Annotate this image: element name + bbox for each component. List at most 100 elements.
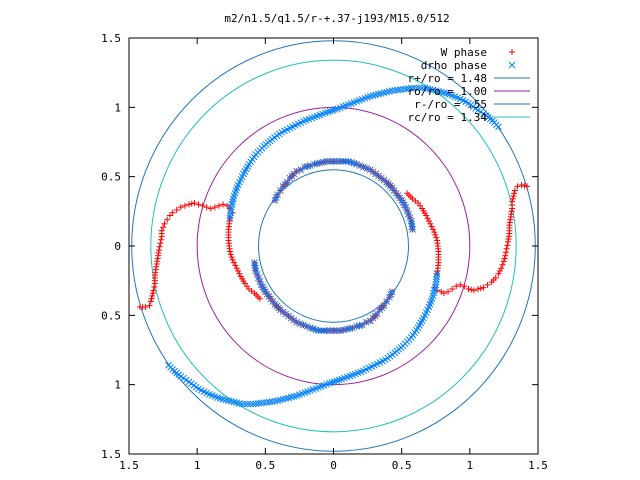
point — [271, 196, 279, 204]
point — [230, 259, 237, 266]
point — [461, 283, 468, 290]
point — [484, 281, 491, 288]
point — [228, 254, 235, 261]
point — [329, 107, 337, 114]
point — [255, 400, 262, 407]
point — [158, 227, 165, 234]
point — [235, 267, 242, 274]
point — [511, 187, 518, 194]
point — [324, 108, 332, 116]
point — [440, 290, 447, 297]
point — [434, 287, 441, 294]
point — [203, 204, 210, 211]
point — [407, 217, 415, 225]
point — [362, 318, 370, 326]
point — [409, 226, 416, 233]
point — [508, 61, 516, 69]
point — [380, 302, 388, 309]
y-tick-label: 1 — [114, 379, 121, 392]
point — [253, 271, 261, 278]
point — [271, 397, 279, 405]
point — [252, 267, 260, 275]
point — [147, 298, 154, 305]
point — [342, 158, 350, 165]
point — [157, 240, 164, 247]
point — [320, 327, 328, 334]
point — [321, 109, 329, 117]
point — [232, 262, 239, 269]
point — [148, 295, 155, 302]
point — [251, 259, 258, 266]
point — [431, 229, 438, 236]
x-tick-label: 1 — [467, 459, 474, 472]
point — [502, 249, 509, 256]
point — [433, 234, 440, 241]
point — [164, 216, 171, 223]
point — [146, 302, 153, 309]
point — [408, 223, 416, 230]
point — [521, 182, 528, 189]
y-tick-label: 0 — [114, 240, 121, 253]
point — [311, 160, 318, 168]
point — [465, 285, 472, 292]
x-tick-label: 0.5 — [392, 459, 412, 472]
point — [156, 243, 163, 250]
point — [300, 321, 307, 329]
point — [215, 202, 222, 209]
point — [266, 398, 273, 406]
point — [524, 183, 531, 190]
point — [296, 320, 304, 328]
point — [396, 86, 404, 94]
point — [496, 267, 503, 274]
point — [303, 323, 311, 330]
point — [388, 288, 396, 296]
point — [433, 273, 441, 280]
point — [383, 298, 391, 305]
point — [173, 206, 180, 213]
point — [150, 287, 157, 294]
point — [160, 224, 167, 231]
series-drho-phase — [165, 84, 502, 408]
point — [424, 215, 431, 222]
point — [449, 285, 456, 292]
point — [256, 295, 263, 302]
legend-label: rc/ro = 1.34 — [408, 111, 488, 124]
point — [349, 324, 356, 332]
point — [263, 398, 271, 406]
point — [330, 378, 338, 385]
point — [149, 292, 156, 299]
point — [333, 377, 341, 385]
point — [475, 285, 482, 292]
point — [433, 275, 440, 283]
x-tick-label: 1.5 — [119, 459, 139, 472]
point — [251, 264, 259, 272]
point — [326, 107, 334, 115]
point — [518, 181, 525, 188]
point — [503, 245, 510, 252]
point — [169, 209, 176, 216]
point — [495, 270, 502, 277]
legend-label: drho phase — [421, 59, 487, 72]
chart-title: m2/n1.5/q1.5/r-+.37-j193/M15.0/512 — [224, 12, 449, 25]
point — [268, 398, 276, 406]
point — [453, 283, 460, 290]
point — [155, 247, 162, 254]
legend-label: W phase — [441, 46, 487, 59]
point — [480, 284, 487, 291]
point — [356, 162, 364, 169]
point — [410, 84, 418, 92]
point — [177, 204, 184, 211]
point — [394, 86, 401, 94]
point — [151, 283, 158, 290]
point — [335, 376, 343, 384]
point — [227, 206, 235, 214]
point — [339, 158, 347, 165]
point — [402, 85, 410, 93]
point — [406, 214, 414, 221]
point — [428, 223, 435, 230]
x-tick-label: 0 — [330, 459, 337, 472]
point — [495, 123, 502, 131]
point — [317, 327, 325, 334]
point — [457, 281, 464, 288]
point — [509, 195, 516, 202]
